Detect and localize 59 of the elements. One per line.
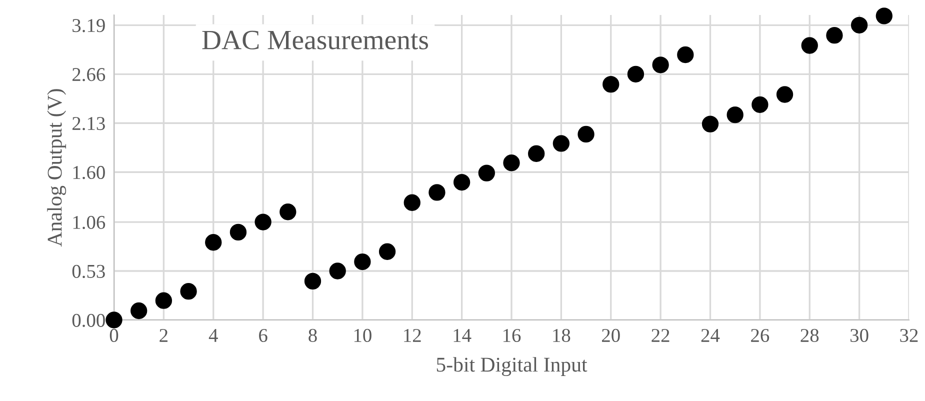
x-tick-label: 30	[850, 328, 868, 342]
point	[155, 292, 172, 309]
point	[677, 46, 694, 64]
point	[180, 283, 197, 300]
point	[602, 76, 620, 93]
point	[205, 234, 222, 251]
x-tick-label: 20	[602, 328, 620, 342]
point	[578, 126, 594, 143]
y-tick-label: 2.66	[72, 68, 106, 82]
point	[378, 243, 396, 260]
point	[826, 27, 843, 44]
point	[627, 66, 644, 82]
x-tick-label: 24	[701, 328, 720, 342]
point	[428, 184, 446, 201]
point	[652, 56, 669, 74]
y-tick-label: 1.06	[73, 216, 106, 230]
x-tick-label: 14	[454, 328, 472, 342]
x-axis-title: 5-bit Digital Input	[436, 357, 588, 376]
x-tick-label: 8	[308, 328, 317, 342]
point	[776, 86, 794, 103]
x-tick-label: 2	[160, 328, 168, 342]
x-tick-label: 4	[208, 329, 218, 342]
y-tick-label: 0.00	[72, 314, 105, 328]
chart-title: DAC Measurements	[202, 30, 428, 50]
point	[130, 302, 148, 320]
y-tick-label: 0.53	[72, 264, 105, 278]
x-tick-label: 10	[354, 328, 372, 342]
y-axis-title: Analog Output (V)	[47, 89, 66, 247]
y-tick-label: 1.60	[73, 166, 105, 180]
point	[280, 204, 296, 220]
x-tick-label: 32	[900, 328, 918, 342]
point	[404, 194, 420, 211]
point	[230, 224, 247, 241]
point	[354, 253, 371, 270]
x-tick-label: 0	[110, 328, 118, 342]
point	[726, 106, 744, 124]
y-tick-label: 2.13	[72, 117, 105, 130]
x-tick-label: 22	[652, 328, 670, 342]
point	[106, 312, 122, 328]
point	[528, 145, 545, 162]
point	[552, 135, 570, 152]
y-tick-label: 3.19	[72, 19, 105, 32]
point	[702, 116, 719, 132]
point	[453, 174, 470, 191]
point	[876, 8, 892, 24]
point	[752, 96, 768, 113]
point	[254, 214, 272, 230]
x-tick-label: 16	[503, 328, 521, 342]
point	[850, 16, 868, 34]
x-tick-label: 6	[259, 328, 268, 342]
x-tick-label: 28	[800, 328, 819, 342]
x-tick-label: 18	[553, 328, 570, 342]
point	[329, 262, 346, 280]
point	[478, 164, 495, 182]
x-tick-label: 26	[751, 328, 770, 342]
point	[503, 154, 520, 172]
point	[801, 37, 818, 54]
point	[304, 272, 322, 290]
x-tick-label: 12	[404, 328, 421, 342]
